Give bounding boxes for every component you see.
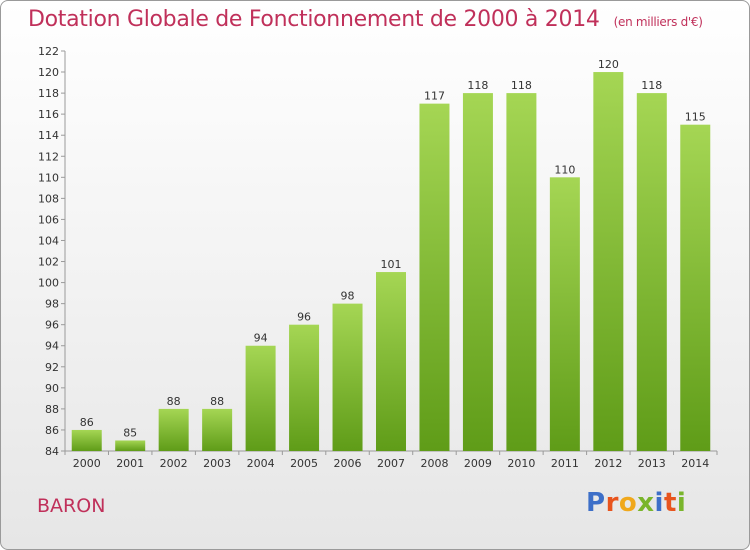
y-tick-label: 112 <box>38 150 59 163</box>
y-tick-label: 84 <box>45 445 59 458</box>
x-tick-label: 2013 <box>638 457 666 470</box>
y-tick-label: 100 <box>38 277 59 290</box>
y-tick-label: 86 <box>45 424 59 437</box>
x-tick-label: 2011 <box>551 457 579 470</box>
bar <box>71 429 102 451</box>
y-tick-label: 118 <box>38 87 59 100</box>
y-tick-label: 108 <box>38 192 59 205</box>
y-tick-label: 114 <box>38 129 59 142</box>
bar-value-label: 115 <box>685 111 706 124</box>
proxiti-logo[interactable]: Proxiti <box>586 488 686 518</box>
bar <box>115 440 146 451</box>
y-tick-label: 110 <box>38 171 59 184</box>
y-tick-label: 88 <box>45 403 59 416</box>
x-tick-label: 2002 <box>160 457 188 470</box>
x-tick-label: 2007 <box>377 457 405 470</box>
chart-subtitle: (en milliers d'€) <box>613 15 703 29</box>
logo-letter: r <box>605 488 619 518</box>
bar <box>462 93 493 452</box>
x-tick-label: 2012 <box>594 457 622 470</box>
y-tick-label: 96 <box>45 319 59 332</box>
y-tick-label: 116 <box>38 108 59 121</box>
x-tick-label: 2009 <box>464 457 492 470</box>
y-tick-label: 104 <box>38 234 59 247</box>
y-tick-label: 94 <box>45 340 59 353</box>
logo-letter: i <box>676 488 687 518</box>
bar <box>376 272 406 451</box>
logo-letter: o <box>618 488 638 518</box>
x-tick-label: 2005 <box>290 457 318 470</box>
bar-value-label: 94 <box>254 332 268 345</box>
x-tick-label: 2004 <box>247 457 275 470</box>
bar <box>158 408 189 451</box>
x-tick-label: 2003 <box>203 457 231 470</box>
place-name: BARON <box>37 495 106 517</box>
bars: 86 85 88 88 94 96 98 101 117 118 118 110 120 118 115 <box>71 58 711 452</box>
title-text: Dotation Globale de Fonctionnement de 20… <box>28 7 600 32</box>
y-tick-label: 90 <box>45 382 59 395</box>
bar-value-label: 118 <box>511 79 532 92</box>
bar-value-label: 86 <box>80 416 94 429</box>
bar <box>549 177 580 451</box>
x-tick-label: 2010 <box>507 457 535 470</box>
bar <box>419 103 450 451</box>
logo-letter: x <box>637 488 655 518</box>
logo-letter: t <box>663 488 677 518</box>
bar-value-label: 88 <box>167 395 181 408</box>
bar <box>332 303 363 451</box>
chart-title: Dotation Globale de Fonctionnement de 20… <box>28 7 703 32</box>
y-tick-label: 92 <box>45 361 59 374</box>
bar <box>593 72 624 451</box>
bar-value-label: 98 <box>341 290 355 303</box>
bar-value-label: 118 <box>467 79 488 92</box>
bar-value-label: 96 <box>297 311 311 324</box>
x-tick-label: 2001 <box>116 457 144 470</box>
bar-value-label: 88 <box>210 395 224 408</box>
bar-value-label: 110 <box>554 163 575 176</box>
y-tick-label: 106 <box>38 213 59 226</box>
bar-value-label: 118 <box>641 79 662 92</box>
x-tick-label: 2014 <box>681 457 709 470</box>
bar <box>245 345 276 451</box>
axes: 84 86 88 90 92 94 96 98 100 102 104 106 108 110 112 114… <box>38 45 718 470</box>
x-tick-label: 2008 <box>420 457 448 470</box>
bar <box>202 408 233 451</box>
bar <box>506 93 537 452</box>
y-tick-label: 122 <box>38 45 59 58</box>
bar <box>680 124 711 452</box>
y-tick-label: 98 <box>45 298 59 311</box>
y-tick-label: 120 <box>38 66 59 79</box>
bar-value-label: 101 <box>381 258 402 271</box>
logo-letter: i <box>654 488 664 518</box>
logo-letter: P <box>586 488 606 518</box>
bar <box>636 93 667 452</box>
bar-value-label: 117 <box>424 90 445 103</box>
bar-value-label: 85 <box>123 426 137 439</box>
bar <box>289 324 320 451</box>
x-tick-label: 2006 <box>334 457 362 470</box>
x-tick-label: 2000 <box>73 457 101 470</box>
y-tick-label: 102 <box>38 256 59 269</box>
bar-value-label: 120 <box>598 58 619 71</box>
